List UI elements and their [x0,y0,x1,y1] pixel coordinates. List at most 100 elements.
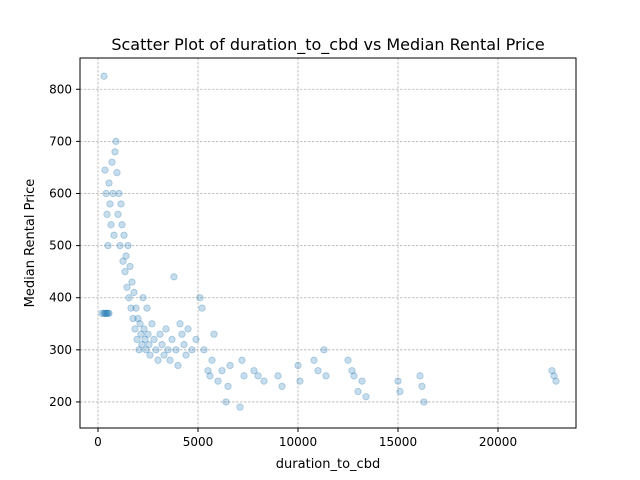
data-point [98,309,106,317]
data-point [115,189,123,198]
data-point [119,257,127,265]
data-point [141,335,149,344]
data-point [104,309,112,317]
data-point [322,372,330,380]
data-point [170,273,178,281]
data-point [166,356,174,364]
data-point [111,148,119,156]
data-point [138,341,146,349]
data-point [344,356,352,364]
data-point [126,262,134,271]
data-point [274,372,282,380]
data-point [178,330,186,338]
data-point [260,377,268,385]
data-point [358,377,366,385]
x-tick-label: 5000 [183,435,214,449]
data-point [236,403,244,411]
data-point [114,210,122,218]
data-point [416,372,424,380]
data-point [136,320,144,328]
data-point [214,377,222,385]
data-point [104,242,112,250]
data-point [103,309,111,317]
data-point [348,367,356,375]
data-point [250,367,258,375]
data-point [148,320,156,328]
data-point [125,294,133,302]
data-point [139,294,147,302]
data-point [158,341,166,349]
data-point [184,325,192,333]
data-point [100,72,108,80]
data-point [552,377,560,385]
data-point [420,398,428,406]
data-point [238,356,246,364]
data-point [118,221,126,229]
data-point [123,283,131,291]
data-point [127,304,135,312]
scatter-points [98,72,560,411]
data-point [134,314,142,323]
y-tick-label: 500 [49,239,72,253]
data-point [144,330,152,338]
data-point [350,372,358,380]
data-point [296,377,304,385]
y-tick-label: 700 [49,134,72,148]
y-tick-label: 800 [49,82,72,96]
x-tick-label: 20000 [479,435,517,449]
y-tick-label: 200 [49,395,72,409]
data-point [107,221,115,229]
data-point [145,341,153,349]
grid-lines [80,58,576,428]
data-point [133,335,141,344]
data-point [278,382,286,390]
y-axis-label: Median Rental Price [23,179,38,308]
data-point [131,325,139,333]
data-point [122,252,130,260]
data-point [172,346,180,354]
data-point [150,335,158,344]
data-point [109,189,117,198]
data-point [152,346,160,354]
data-point [314,367,322,375]
data-point [240,372,248,380]
data-point [362,393,370,401]
data-point [124,242,132,250]
data-point [143,304,151,312]
data-point [137,330,145,338]
data-point [112,137,120,145]
data-point [113,169,121,177]
data-point [164,346,172,354]
data-point [206,372,214,380]
x-axis-label: duration_to_cbd [276,457,380,472]
data-point [120,231,128,239]
data-point [204,367,212,375]
data-point [354,387,362,396]
y-tick-label: 400 [49,291,72,305]
data-point [160,351,168,359]
data-point [106,200,114,208]
data-point [110,231,118,239]
data-point [130,288,138,297]
y-tick-label: 300 [49,343,72,357]
data-point [105,179,113,187]
data-point [222,398,230,406]
data-point [294,361,302,370]
data-point [254,372,262,380]
data-point [182,351,190,359]
data-point [129,314,137,323]
data-point [226,361,234,370]
axis-ticks: 0 5000 10000 15000 20000 200 300 400 500 600 700 80… [49,82,517,449]
data-point [208,356,216,364]
data-point [105,309,113,317]
data-point [103,210,111,218]
data-point [396,387,404,396]
data-point [218,367,226,375]
data-point [117,200,125,208]
data-point [101,166,109,174]
y-tick-label: 600 [49,186,72,200]
data-point [108,158,116,166]
data-point [154,356,162,364]
